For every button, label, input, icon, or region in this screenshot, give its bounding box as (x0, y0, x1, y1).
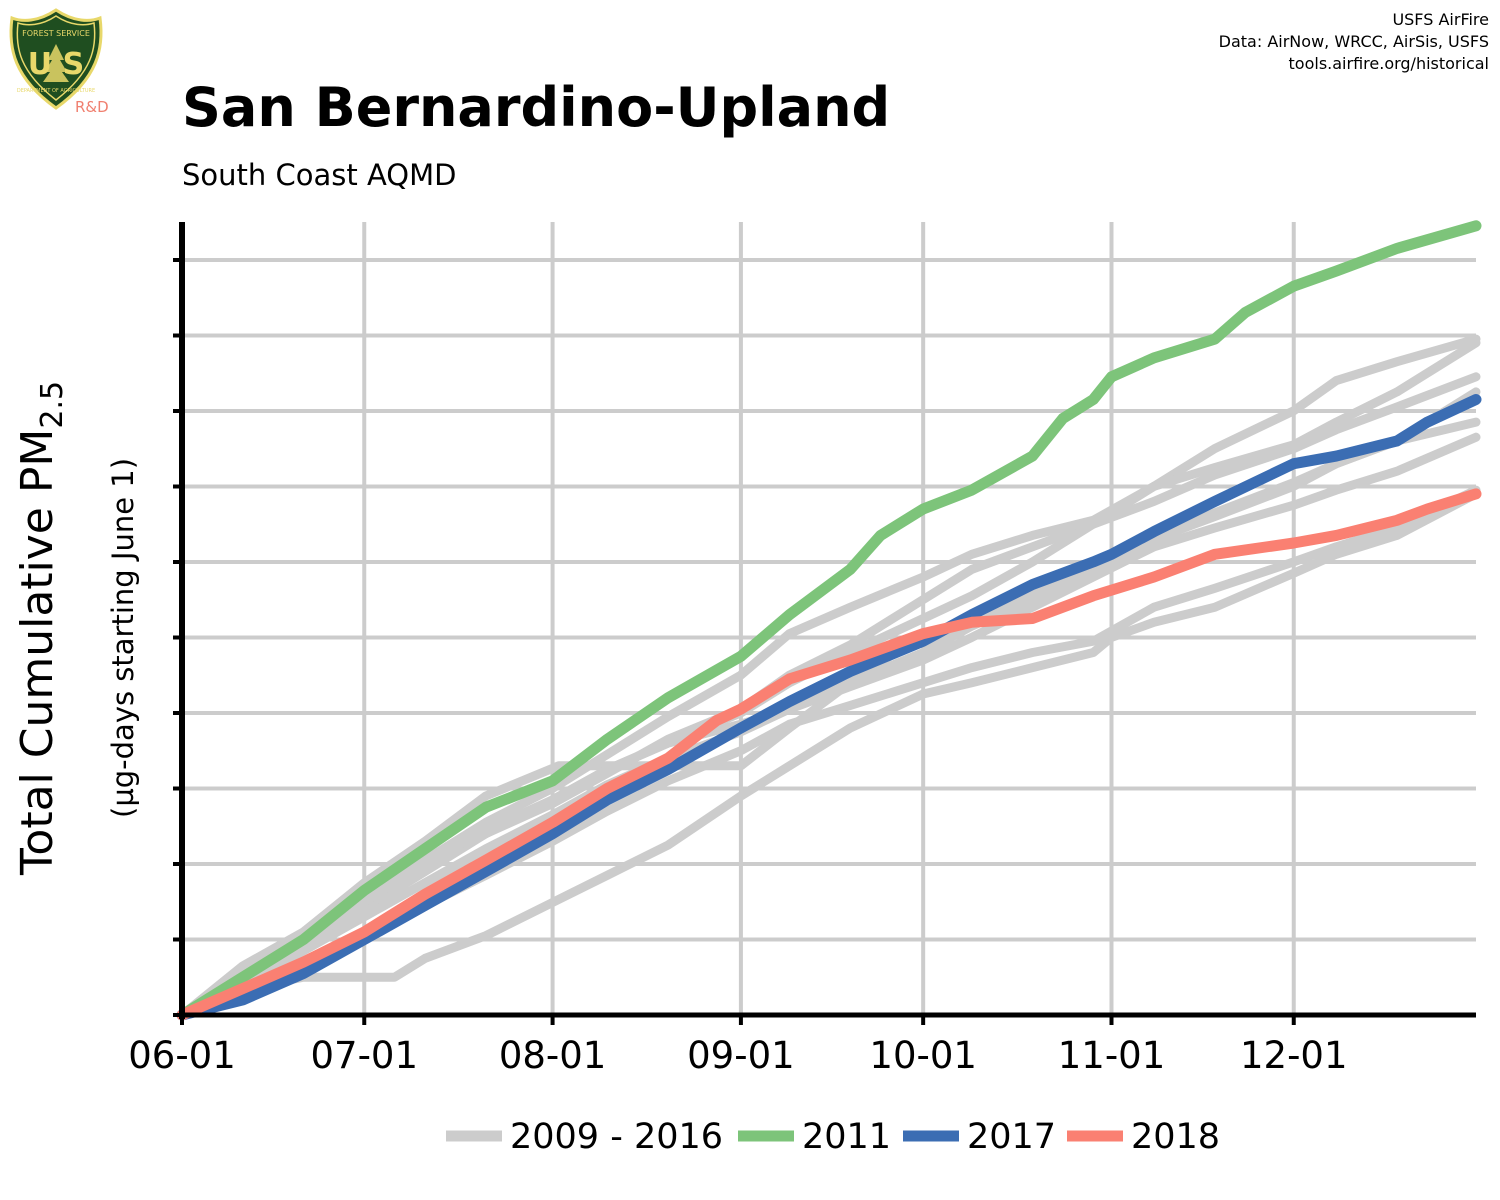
x-tick-label: 11-01 (1058, 1034, 1166, 1077)
logo-top-text: FOREST SERVICE (22, 29, 90, 38)
usfs-shield-icon: FOREST SERVICE U S DEPARTMENT OF AGRICUL… (9, 8, 103, 110)
logo-bottom-text: DEPARTMENT OF AGRICULTURE (17, 88, 95, 94)
x-tick-label: 06-01 (128, 1034, 236, 1077)
legend-label: 2009 - 2016 (510, 1117, 723, 1157)
chart-subtitle: South Coast AQMD (182, 158, 456, 192)
legend-label: 2011 (802, 1117, 891, 1157)
legend: 2009 - 2016 2011 2017 2018 (446, 1117, 1220, 1157)
x-tick-label: 07-01 (310, 1034, 418, 1077)
series-line-2017 (176, 394, 1482, 1021)
axes: 06-01 07-01 08-01 09-01 10-01 11-01 12-01 (128, 222, 1476, 1077)
x-tick-label: 12-01 (1240, 1034, 1348, 1077)
chart-title: San Bernardino-Upland (182, 76, 890, 139)
y-axis-note: (µg-days starting June 1) (106, 458, 140, 818)
series-line-2009-2016 (177, 489, 1481, 1020)
legend-label: 2018 (1131, 1117, 1220, 1157)
logo-badge: R&D (75, 98, 109, 116)
credit-line-2: Data: AirNow, WRCC, AirSis, USFS (1219, 32, 1489, 51)
credit-line-3: tools.airfire.org/historical (1289, 54, 1489, 73)
series-group (176, 220, 1482, 1021)
legend-label: 2017 (967, 1117, 1056, 1157)
y-axis-label-main: Total Cumulative PM (12, 429, 63, 876)
series-line-2009-2016 (177, 432, 1481, 1020)
series-line-2011 (176, 220, 1482, 1021)
series-line-2018 (176, 488, 1482, 1021)
x-tick-label: 10-01 (869, 1034, 977, 1077)
y-axis-label: Total Cumulative PM2.5 (12, 381, 70, 876)
x-tick-label: 09-01 (687, 1034, 795, 1077)
y-axis-label-subscript: 2.5 (35, 381, 70, 429)
series-line-2009-2016 (177, 334, 1481, 1020)
credit-line-1: USFS AirFire (1392, 10, 1489, 29)
x-tick-label: 08-01 (499, 1034, 607, 1077)
